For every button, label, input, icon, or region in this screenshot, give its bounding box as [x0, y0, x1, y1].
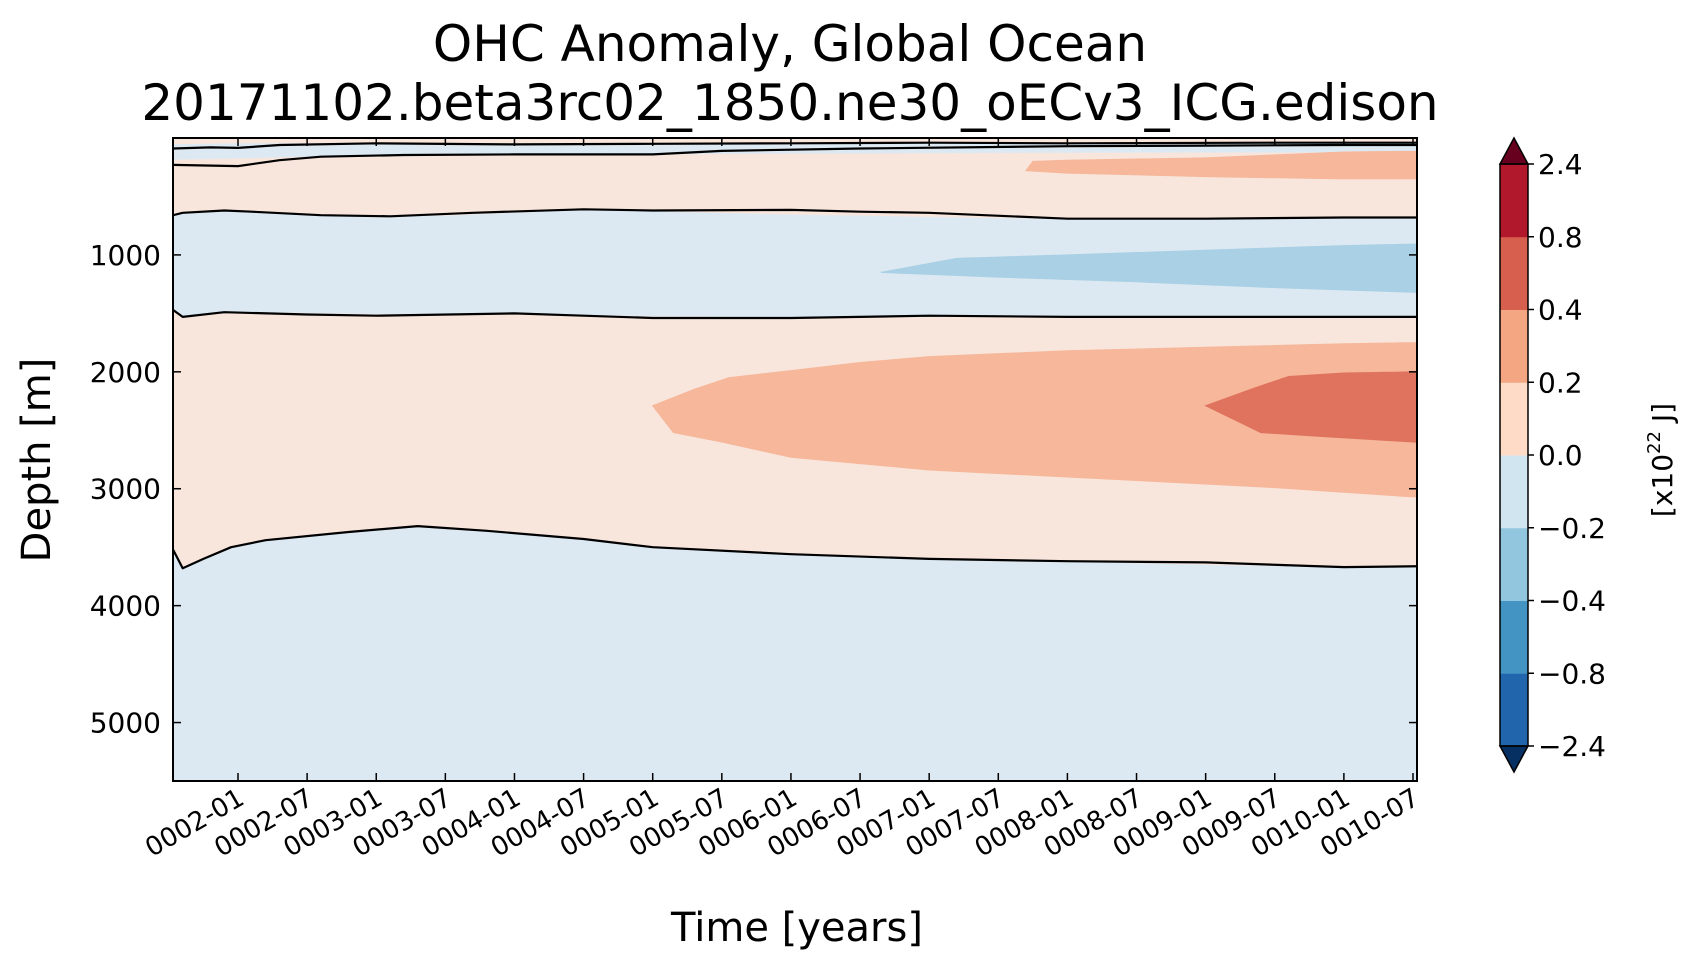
y-tick-label: 3000 — [90, 473, 161, 506]
y-tick-label: 4000 — [90, 590, 161, 623]
colorbar-segment — [1500, 455, 1528, 529]
colorbar-tick-label: 0.0 — [1538, 439, 1583, 472]
colorbar-label-unit: J] — [1646, 403, 1679, 431]
colorbar-segment — [1500, 527, 1528, 601]
colorbar-segment — [1500, 309, 1528, 383]
colorbar-tick-label: −0.2 — [1538, 512, 1606, 545]
chart-title-line2: 20171102.beta3rc02_1850.ne30_oECv3_ICG.e… — [141, 74, 1438, 132]
contour-fill-regions — [173, 138, 1417, 781]
colorbar-tick-label: 0.2 — [1538, 366, 1583, 399]
colorbar-label: [x1022 J] — [1644, 403, 1679, 517]
y-tick-label: 2000 — [90, 356, 161, 389]
colorbar-tick-label: −0.4 — [1538, 585, 1606, 618]
colorbar-segment — [1500, 673, 1528, 747]
colorbar-segment — [1500, 164, 1528, 238]
x-axis-label: Time [years] — [670, 905, 923, 951]
colorbar-tick-label: −2.4 — [1538, 730, 1606, 763]
y-tick-label: 1000 — [90, 239, 161, 272]
region-warm-deep-core — [1204, 371, 1417, 443]
contour-lower — [173, 524, 1417, 570]
plot-frame — [172, 137, 1418, 782]
contour-upper — [173, 208, 1417, 220]
colorbar-segment — [1500, 382, 1528, 456]
colorbar-over-arrow — [1498, 136, 1530, 165]
y-axis: 1000 2000 3000 4000 5000 — [90, 239, 1417, 740]
region-warm-deep-body — [651, 342, 1417, 498]
colorbar-tick-label: 0.4 — [1538, 294, 1583, 327]
colorbar-tick-label: −0.8 — [1538, 657, 1606, 690]
colorbar-under-arrow — [1498, 745, 1530, 774]
colorbar: −2.4 −0.8 −0.4 −0.2 0.0 0.2 0.4 0.8 2.4 — [1498, 136, 1606, 774]
colorbar-label-exponent: 22 — [1644, 431, 1665, 454]
region-cool-mid-depth-patch — [880, 243, 1417, 293]
region-warm-near-surface-patch — [1024, 150, 1417, 180]
colorbar-segment — [1500, 600, 1528, 674]
colorbar-tick-label: 2.4 — [1538, 148, 1583, 181]
contour-middle — [173, 309, 1417, 320]
chart-title-line1: OHC Anomaly, Global Ocean — [433, 15, 1147, 73]
y-tick-label: 5000 — [90, 707, 161, 740]
colorbar-label-prefix: [x10 — [1646, 454, 1679, 517]
colorbar-tick-label: 0.8 — [1538, 221, 1583, 254]
colorbar-segment — [1500, 236, 1528, 310]
y-axis-label: Depth [m] — [14, 358, 60, 563]
